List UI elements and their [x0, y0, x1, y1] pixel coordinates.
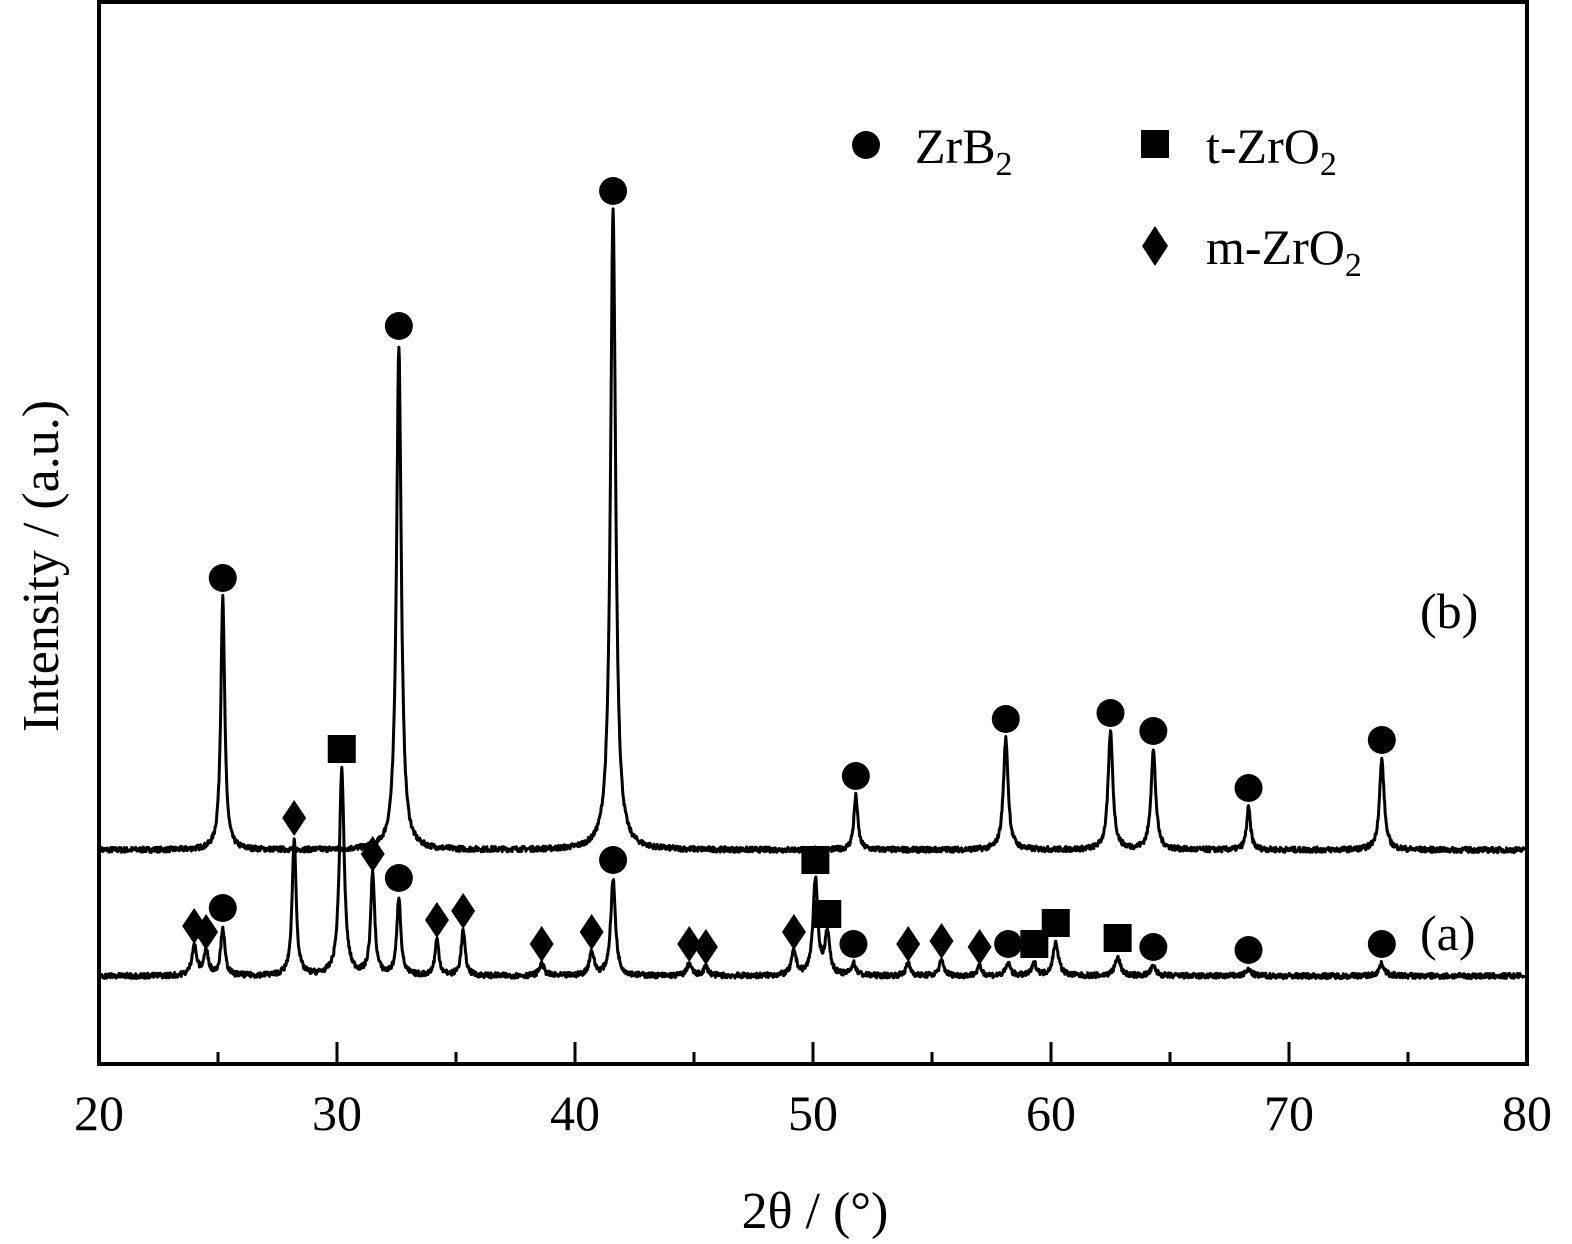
x-tick-label: 80: [1502, 1085, 1552, 1141]
legend-diamond-icon: [1142, 226, 1168, 266]
m-zro2-diamond-marker: [529, 926, 554, 962]
m-zro2-diamond-marker: [929, 923, 954, 959]
zrb2-circle-marker: [599, 177, 628, 205]
m-zro2-diamond-marker: [451, 893, 476, 929]
m-zro2-diamond-marker: [579, 914, 604, 950]
legend-label-zrb2: ZrB2: [915, 118, 1013, 183]
trace-a: [99, 765, 1526, 981]
m-zro2-diamond-marker: [693, 929, 718, 965]
zrb2-circle-marker: [1367, 930, 1396, 958]
m-zro2-diamond-marker: [424, 902, 449, 938]
zrb2-circle-marker: [384, 864, 413, 892]
legend-label-m-zro2: m-ZrO2: [1206, 219, 1362, 284]
trace-label-a: (a): [1420, 905, 1476, 961]
zrb2-circle-marker: [1234, 774, 1263, 802]
x-axis-title: 2θ / (°): [742, 1183, 889, 1240]
x-tick-label: 60: [1026, 1085, 1076, 1141]
t-zro2-square-marker: [327, 735, 356, 763]
zrb2-circle-marker: [1096, 699, 1125, 727]
x-tick-label: 70: [1264, 1085, 1314, 1141]
x-tick-label: 30: [312, 1085, 362, 1141]
zrb2-circle-marker: [991, 705, 1020, 733]
x-axis-ticks: 20 30 40 50 60 70 80: [74, 1042, 1552, 1141]
zrb2-circle-marker: [384, 312, 413, 340]
zrb2-circle-marker: [208, 894, 237, 922]
m-zro2-diamond-marker: [967, 929, 992, 965]
m-zro2-diamond-marker: [360, 836, 385, 872]
t-zro2-square-marker: [1103, 924, 1132, 952]
t-zro2-square-marker: [813, 900, 842, 928]
zrb2-circle-marker: [839, 930, 868, 958]
y-axis-title: Intensity / (a.u.): [13, 400, 70, 732]
zrb2-circle-marker: [1234, 936, 1263, 964]
m-zro2-diamond-marker: [194, 914, 219, 950]
zrb2-circle-marker: [994, 930, 1023, 958]
zrb2-circle-marker: [1139, 933, 1168, 961]
m-zro2-diamond-marker: [896, 926, 921, 962]
peak-markers: [182, 177, 1396, 965]
legend-label-t-zro2: t-ZrO2: [1206, 118, 1337, 183]
zrb2-circle-marker: [599, 846, 628, 874]
x-tick-label: 40: [550, 1085, 600, 1141]
t-zro2-square-marker: [1041, 909, 1070, 937]
m-zro2-diamond-marker: [781, 914, 806, 950]
zrb2-circle-marker: [841, 762, 870, 790]
m-zro2-diamond-marker: [677, 926, 702, 962]
legend: ZrB2 t-ZrO2 m-ZrO2: [852, 118, 1362, 284]
x-tick-label: 50: [788, 1085, 838, 1141]
zrb2-circle-marker: [1367, 726, 1396, 754]
zrb2-circle-marker: [208, 564, 237, 592]
zrb2-circle-marker: [1139, 717, 1168, 745]
x-tick-label: 20: [74, 1085, 124, 1141]
legend-circle-icon: [852, 131, 880, 159]
legend-square-icon: [1141, 130, 1169, 158]
t-zro2-square-marker: [801, 846, 830, 874]
m-zro2-diamond-marker: [282, 800, 307, 836]
trace-label-b: (b): [1420, 583, 1478, 639]
trace-b: [99, 207, 1526, 855]
